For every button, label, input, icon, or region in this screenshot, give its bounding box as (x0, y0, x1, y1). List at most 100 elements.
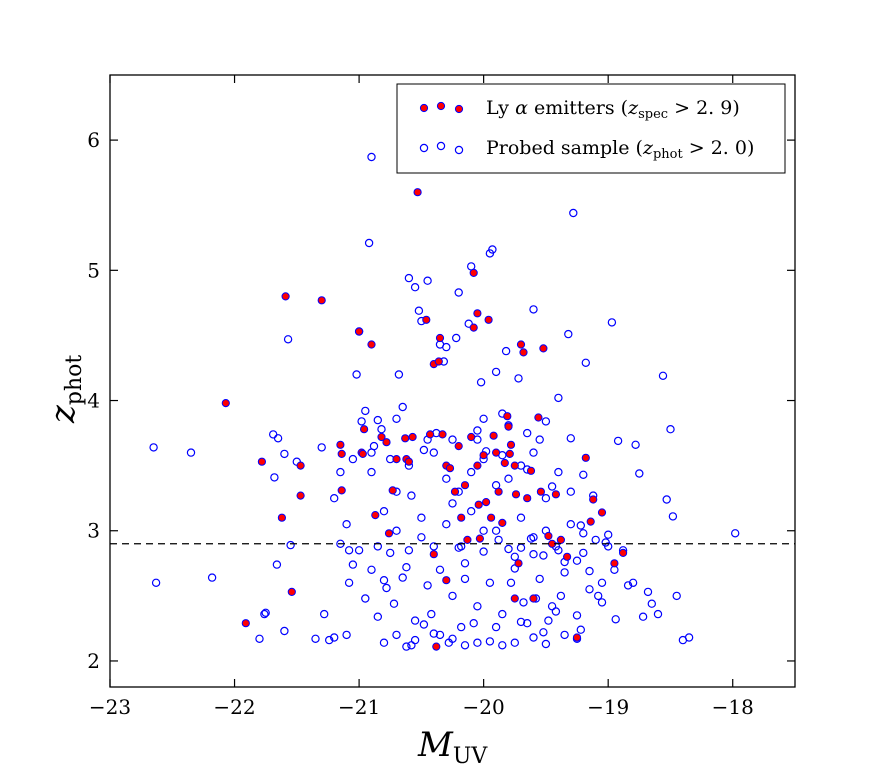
lya-emitter-point (504, 422, 513, 431)
probed-sample-point (448, 591, 457, 601)
probed-sample-point (386, 548, 395, 558)
y-tick-label: 5 (87, 258, 100, 282)
probed-sample-point (572, 556, 582, 565)
legend-marker-probed (436, 141, 446, 151)
probed-sample-point (523, 619, 532, 628)
probed-sample-point (623, 581, 633, 590)
probed-sample-point (539, 551, 548, 560)
lya-emitter-point (529, 594, 538, 603)
probed-sample-point (348, 560, 358, 569)
x-axis-label-sub: UV (453, 744, 489, 766)
probed-sample-point (585, 585, 594, 594)
legend-label-lya: Ly α emitters (zspec > 2. 9) (486, 97, 740, 122)
probed-sample-point (631, 440, 640, 449)
lya-emitter-point (510, 461, 519, 470)
plot-background (110, 75, 795, 687)
lya-emitter-point (511, 490, 521, 499)
lya-emitter-point (367, 340, 376, 349)
probed-sample-point (658, 371, 668, 380)
probed-sample-point (541, 639, 551, 649)
probed-sample-point (491, 622, 501, 632)
x-tick-label: −21 (338, 695, 380, 719)
probed-sample-point (283, 335, 293, 344)
probed-sample-point (560, 630, 569, 640)
probed-sample-point (280, 449, 289, 459)
probed-sample-point (504, 474, 513, 483)
probed-sample-point (435, 630, 445, 640)
probed-sample-point (498, 641, 507, 650)
probed-sample-point (516, 513, 526, 522)
legend-marker-lya (419, 103, 429, 113)
probed-sample-point (535, 574, 544, 584)
probed-sample-point (317, 443, 326, 452)
lya-emitter-point (505, 449, 514, 458)
probed-sample-point (373, 612, 382, 621)
lya-emitter-point (473, 461, 482, 470)
probed-sample-point (149, 443, 158, 452)
probed-sample-point (417, 513, 426, 522)
probed-sample-point (473, 602, 482, 611)
lya-emitter-point (296, 491, 305, 500)
probed-sample-point (398, 573, 407, 582)
probed-sample-point (417, 533, 426, 542)
probed-sample-point (488, 245, 497, 254)
probed-sample-point (280, 626, 289, 636)
probed-sample-point (510, 638, 519, 647)
lya-emitter-point (434, 357, 443, 366)
probed-sample-point (684, 633, 694, 642)
probed-sample-point (604, 530, 613, 539)
probed-sample-point (501, 346, 511, 356)
legend-entry-lya: Ly α emitters (zspec > 2. 9) (419, 97, 740, 122)
lya-emitter-point (426, 430, 435, 439)
x-tick-label: −20 (463, 695, 505, 719)
probed-sample-point (576, 521, 586, 530)
lya-emitter-point (429, 550, 438, 559)
probed-sample-point (541, 417, 551, 426)
probed-sample-point (566, 487, 576, 496)
probed-sample-point (576, 625, 586, 634)
y-tick-label: 3 (87, 519, 100, 543)
probed-sample-point (379, 576, 389, 585)
legend-box (396, 83, 786, 174)
probed-sample-point (367, 467, 376, 477)
probed-sample-point (373, 415, 382, 425)
lya-emitter-point (510, 594, 519, 603)
legend-marker-probed (454, 145, 464, 155)
probed-sample-point (529, 448, 538, 457)
probed-sample-point (260, 609, 269, 619)
lya-emitter-point (355, 327, 364, 336)
probed-sample-point (566, 520, 576, 529)
probed-sample-point (506, 578, 516, 588)
probed-sample-point (554, 546, 563, 555)
legend-label-probed: Probed sample (zphot > 2. 0) (486, 137, 754, 162)
probed-sample-point (604, 542, 613, 551)
probed-sample-point (485, 578, 495, 588)
probed-sample-point (336, 467, 345, 477)
x-axis-label: MUV (417, 725, 488, 766)
lya-emitter-point (463, 535, 472, 545)
probed-sample-point (479, 526, 488, 535)
probed-sample-point (485, 637, 495, 646)
probed-sample-point (448, 435, 457, 444)
lya-emitter-point (581, 453, 590, 462)
lya-emitter-point (317, 296, 326, 305)
points-layer (149, 152, 740, 651)
probed-sample-point (653, 609, 663, 619)
lya-emitter-point (438, 430, 447, 439)
lya-emitter-point (506, 440, 516, 449)
probed-sample-point (464, 319, 473, 328)
lya-emitter-point (489, 431, 498, 440)
probed-sample-point (516, 617, 526, 627)
lya-emitter-point (482, 498, 491, 507)
lya-emitter-point (392, 455, 401, 464)
probed-sample-point (330, 494, 339, 503)
probed-sample-point (662, 495, 671, 504)
lya-emitter-point (281, 292, 290, 301)
lya-emitter-point (473, 309, 482, 318)
probed-sample-point (357, 417, 366, 426)
ticks-layer: −23 −22 −21 −20 −19 −18 2 3 4 5 6 (87, 75, 795, 719)
lya-emitter-point (457, 513, 466, 522)
legend-marker-lya (436, 101, 446, 111)
probed-sample-point (344, 546, 354, 555)
